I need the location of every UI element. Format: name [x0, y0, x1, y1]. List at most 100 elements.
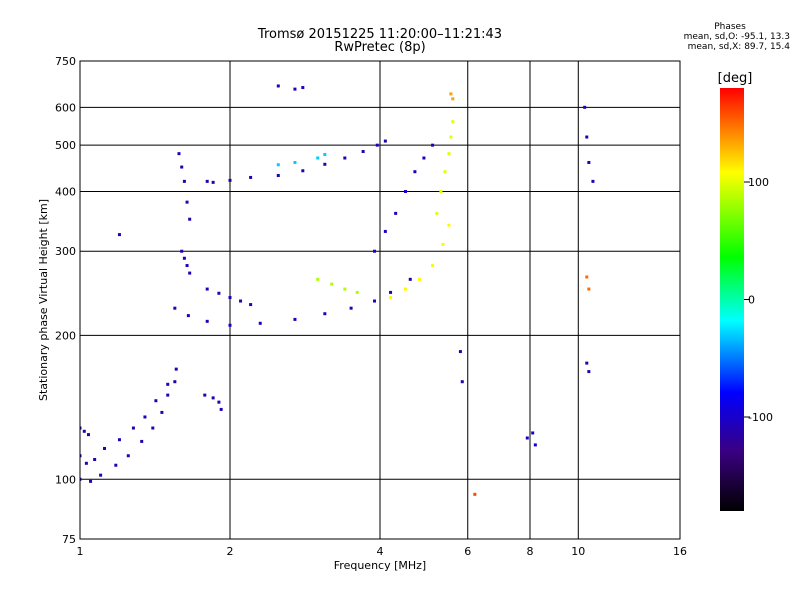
echo-point — [249, 303, 253, 307]
y-tick-labels: 75 100 200 300 400 500 600 750 — [55, 55, 76, 546]
y-tick-label: 600 — [55, 101, 76, 114]
x-tick-label: 6 — [464, 545, 471, 558]
echo-point — [217, 400, 221, 404]
echo-point — [343, 156, 347, 160]
colorbar-ticks: 100 0 -100 — [744, 176, 773, 424]
echo-point — [458, 350, 462, 354]
echo-point — [205, 287, 209, 291]
echo-point — [188, 217, 192, 221]
echo-point — [383, 229, 387, 233]
echo-point — [583, 105, 587, 109]
y-tick-label: 400 — [55, 185, 76, 198]
echo-point — [449, 135, 453, 139]
phases-info-box: Phases mean, sd,O: -95.1, 13.3 mean, sd,… — [610, 22, 790, 52]
echo-point — [84, 461, 88, 465]
echo-point — [587, 160, 591, 164]
grid-lines — [80, 61, 680, 539]
echo-point — [293, 160, 297, 164]
echo-point — [126, 454, 130, 458]
echo-point — [228, 296, 232, 300]
echo-point — [408, 277, 412, 281]
echo-point — [180, 249, 184, 253]
echo-point — [228, 178, 232, 182]
phases-o-stats: mean, sd,O: -95.1, 13.3 — [683, 32, 790, 42]
echo-point — [375, 143, 379, 147]
echo-point — [422, 156, 426, 160]
echo-point — [591, 179, 595, 183]
echo-point — [203, 393, 207, 397]
data-points — [80, 84, 595, 496]
colorbar-tick-label: 100 — [748, 176, 769, 189]
echo-point — [276, 163, 280, 167]
echo-point — [451, 120, 455, 124]
phases-x-stats: mean, sd,X: 89.7, 15.4 — [687, 42, 790, 52]
echo-point — [301, 169, 305, 173]
echo-point — [473, 492, 477, 496]
echo-point — [211, 180, 215, 184]
y-axis-label: Stationary phase Virtual Height [km] — [37, 199, 50, 401]
echo-point — [525, 436, 529, 440]
echo-point — [417, 277, 421, 281]
echo-point — [383, 139, 387, 143]
echo-point — [249, 175, 253, 179]
echo-point — [435, 211, 439, 215]
echo-point — [373, 249, 377, 253]
y-tick-label: 200 — [55, 329, 76, 342]
y-tick-label: 100 — [55, 473, 76, 486]
echo-point — [89, 479, 93, 483]
y-tick-label: 500 — [55, 139, 76, 152]
echo-point — [185, 264, 189, 268]
echo-point — [355, 290, 359, 294]
chart-subtitle: RwPretec (8p) — [334, 40, 426, 55]
echo-point — [182, 256, 186, 260]
echo-point — [533, 443, 537, 447]
colorbar — [720, 88, 744, 511]
echo-point — [103, 446, 107, 450]
echo-point — [276, 84, 280, 88]
echo-point — [531, 431, 535, 435]
colorbar-tick-label: -100 — [748, 411, 773, 424]
echo-point — [173, 306, 177, 310]
y-tick-label: 300 — [55, 245, 76, 258]
echo-point — [585, 275, 589, 279]
echo-point — [143, 415, 147, 419]
echo-point — [99, 473, 103, 477]
echo-point — [114, 463, 118, 467]
echo-point — [403, 287, 407, 291]
echo-point — [413, 170, 417, 174]
echo-point — [182, 179, 186, 183]
colorbar-label: [deg] — [718, 71, 753, 86]
echo-point — [160, 410, 164, 414]
echo-point — [117, 233, 121, 237]
echo-point — [323, 312, 327, 316]
echo-point — [228, 323, 232, 327]
x-tick-label: 8 — [527, 545, 534, 558]
echo-point — [93, 457, 97, 461]
echo-point — [258, 321, 262, 325]
echo-point — [394, 211, 398, 215]
x-tick-labels: 1 2 4 6 8 10 16 — [77, 545, 688, 558]
echo-point — [587, 287, 591, 291]
echo-point — [373, 299, 377, 303]
echo-point — [276, 174, 280, 178]
echo-point — [349, 306, 353, 310]
echo-point — [205, 179, 209, 183]
echo-point — [403, 189, 407, 193]
x-tick-label: 1 — [77, 545, 84, 558]
echo-point — [587, 370, 591, 374]
y-tick-label: 75 — [62, 533, 76, 546]
echo-point — [140, 439, 144, 443]
echo-point — [389, 296, 393, 300]
echo-point — [166, 382, 170, 386]
echo-point — [361, 149, 365, 153]
echo-point — [80, 477, 82, 481]
echo-point — [211, 396, 215, 400]
echo-point — [447, 152, 451, 156]
echo-point — [585, 361, 589, 365]
echo-point — [330, 282, 334, 286]
echo-point — [185, 200, 189, 204]
echo-point — [173, 380, 177, 384]
echo-point — [293, 317, 297, 321]
echo-point — [86, 433, 90, 437]
